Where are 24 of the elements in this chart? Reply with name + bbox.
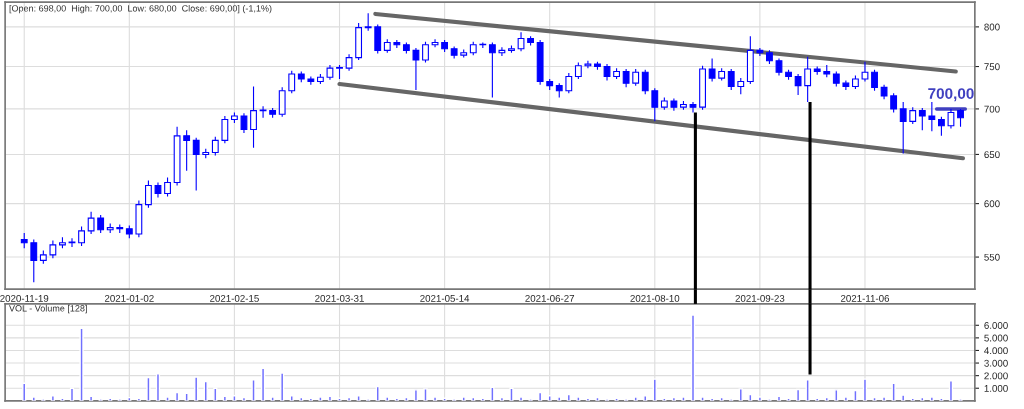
y-tick-label: 650 bbox=[984, 151, 1000, 159]
y-tick-label: 3.000 bbox=[984, 359, 1008, 367]
y-tick-label: 2.000 bbox=[984, 372, 1008, 380]
annotation: 700,00 bbox=[928, 88, 974, 102]
x-tick-label: 2021-09-23 bbox=[735, 294, 785, 302]
chart-title: [Open: 698,00 High: 700,00 Low: 680,00 Close: 690,00] (-1,1%) bbox=[9, 4, 272, 14]
x-tick-label: 2020-11-19 bbox=[0, 294, 49, 302]
y-tick-label: 800 bbox=[984, 23, 1000, 31]
x-tick-label: 2021-08-10 bbox=[630, 294, 680, 302]
x-tick-label: 2021-06-27 bbox=[525, 294, 575, 302]
x-tick-label: 2021-05-14 bbox=[420, 294, 470, 302]
y-tick-label: 5.000 bbox=[984, 334, 1008, 342]
y-tick-label: 550 bbox=[984, 253, 1000, 261]
y-tick-label: 700 bbox=[984, 105, 1000, 113]
x-tick-label: 2021-03-31 bbox=[315, 294, 364, 302]
x-tick-label: 2021-11-06 bbox=[840, 294, 890, 302]
y-tick-label: 6.000 bbox=[984, 322, 1008, 329]
x-tick-label: 2021-01-02 bbox=[104, 294, 154, 302]
y-tick-label: 600 bbox=[984, 200, 1000, 208]
y-tick-label: 1.000 bbox=[984, 384, 1008, 392]
y-tick-label: 750 bbox=[984, 63, 1000, 71]
x-tick-label: 2021-02-15 bbox=[210, 294, 259, 302]
chart-title: VOL - Volume [128] bbox=[9, 304, 87, 314]
y-tick-label: 4.000 bbox=[984, 347, 1008, 355]
